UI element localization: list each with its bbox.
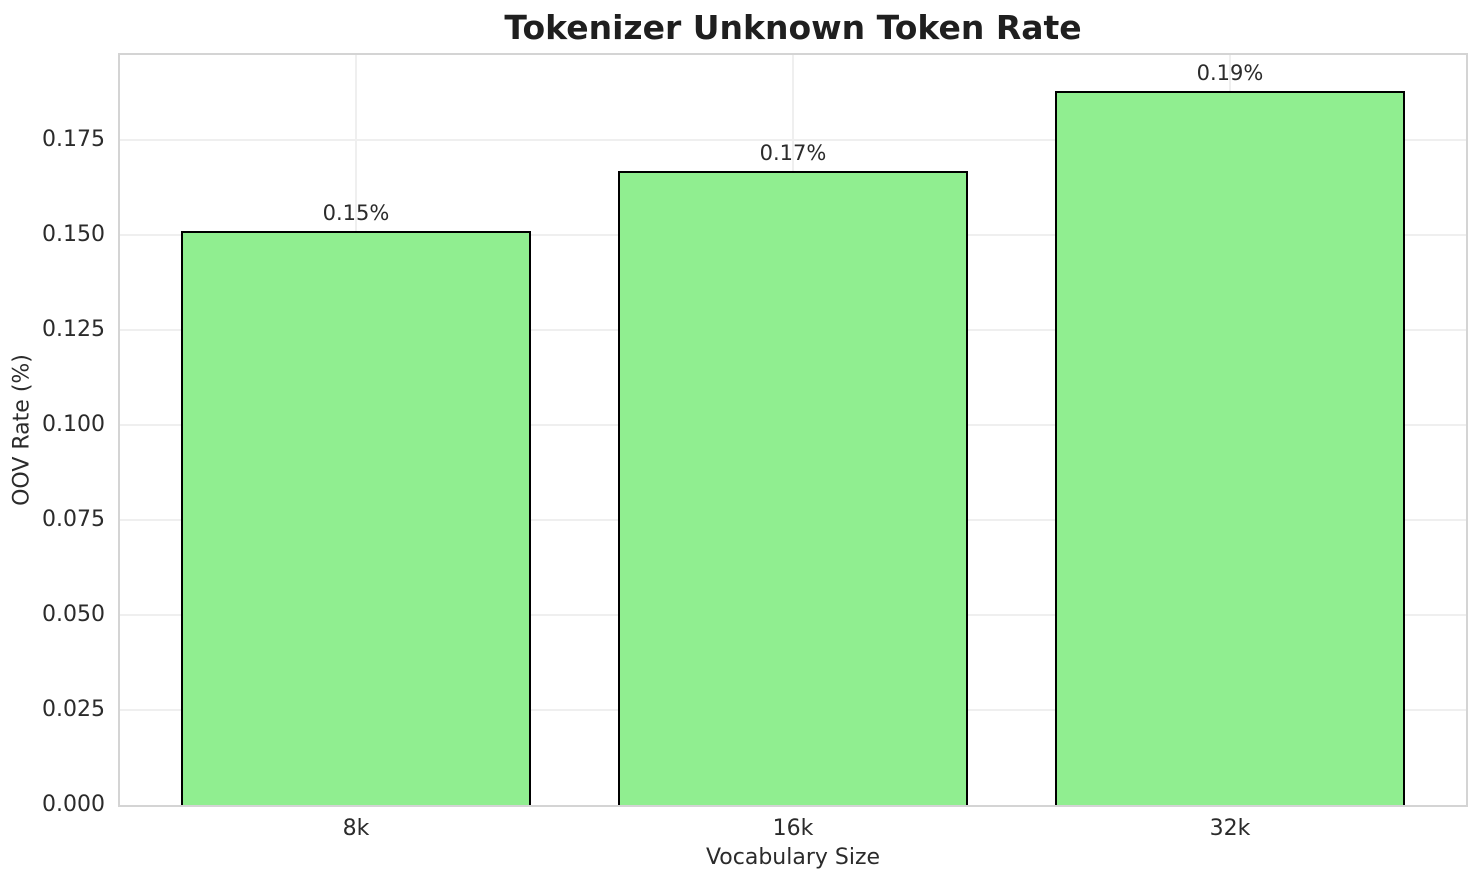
bar	[618, 170, 968, 805]
plot-area: 0.15% 0.17% 0.19%	[118, 53, 1468, 807]
y-tick-label: 0.150	[42, 222, 105, 248]
x-tick-label: 16k	[772, 816, 814, 841]
x-tick-label: 8k	[342, 816, 370, 841]
y-tick-label: 0.100	[42, 412, 105, 438]
bar-value-label: 0.15%	[322, 201, 390, 226]
bar	[181, 231, 531, 805]
bar-value-label: 0.19%	[1196, 60, 1264, 85]
bar	[1055, 90, 1405, 805]
y-tick-label: 0.075	[42, 507, 105, 533]
y-tick-label: 0.000	[42, 792, 105, 817]
x-axis-label: Vocabulary Size	[705, 845, 881, 870]
chart-title: Tokenizer Unknown Token Rate	[504, 8, 1082, 47]
y-tick-label: 0.125	[42, 317, 105, 343]
y-tick-label: 0.175	[42, 127, 105, 153]
x-tick-label: 32k	[1209, 816, 1251, 841]
y-tick-label: 0.050	[42, 602, 105, 628]
bar-value-label: 0.17%	[759, 140, 827, 165]
y-tick-label: 0.025	[42, 697, 105, 722]
